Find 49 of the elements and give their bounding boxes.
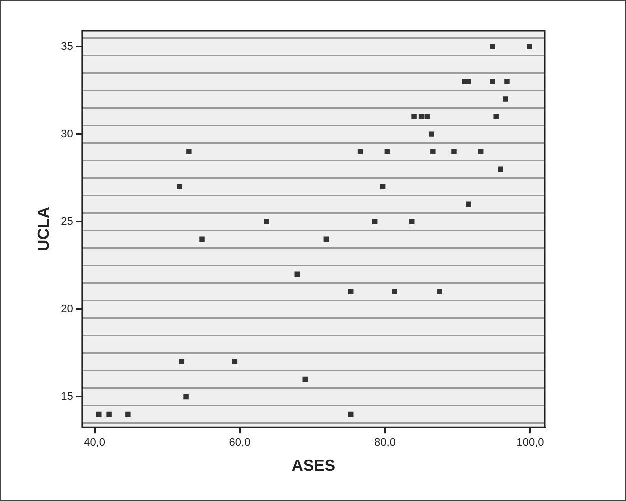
point xyxy=(412,114,417,120)
x-tick-label: 40,0 xyxy=(84,437,106,450)
point xyxy=(430,149,436,154)
point xyxy=(358,149,364,154)
y-tick-label: 20 xyxy=(61,303,74,316)
point xyxy=(380,184,386,190)
point xyxy=(478,149,484,154)
point xyxy=(264,219,270,224)
point xyxy=(302,376,308,382)
point xyxy=(96,412,102,418)
point xyxy=(179,359,185,365)
point xyxy=(466,79,472,84)
point xyxy=(527,44,532,50)
point xyxy=(418,114,424,120)
point xyxy=(184,394,189,400)
point xyxy=(409,219,415,224)
x-tick-label: 80,0 xyxy=(374,437,396,450)
point xyxy=(177,184,182,190)
point xyxy=(372,219,378,224)
point xyxy=(186,149,192,154)
point xyxy=(437,289,442,295)
point xyxy=(466,202,472,207)
point xyxy=(232,359,238,365)
point xyxy=(452,149,457,154)
point xyxy=(348,412,354,418)
point xyxy=(200,236,205,242)
point xyxy=(498,166,504,172)
point xyxy=(504,79,510,84)
x-axis-title: ASES xyxy=(292,458,336,475)
point xyxy=(384,149,390,154)
point xyxy=(424,114,430,120)
point xyxy=(494,114,499,120)
point xyxy=(490,44,496,50)
point xyxy=(126,412,131,418)
x-tick-label: 100,0 xyxy=(516,437,544,450)
y-tick-label: 30 xyxy=(61,128,74,140)
point xyxy=(294,272,300,278)
point xyxy=(324,236,330,242)
point xyxy=(503,96,508,102)
y-axis-title: UCLA xyxy=(36,206,54,252)
x-tick-label: 60,0 xyxy=(229,437,251,450)
point xyxy=(348,289,354,295)
point xyxy=(429,132,434,137)
point xyxy=(106,412,112,418)
point xyxy=(490,79,496,84)
y-tick-label: 35 xyxy=(61,40,74,53)
point xyxy=(392,289,398,295)
y-tick-label: 25 xyxy=(61,216,74,228)
y-tick-label: 15 xyxy=(61,390,74,403)
